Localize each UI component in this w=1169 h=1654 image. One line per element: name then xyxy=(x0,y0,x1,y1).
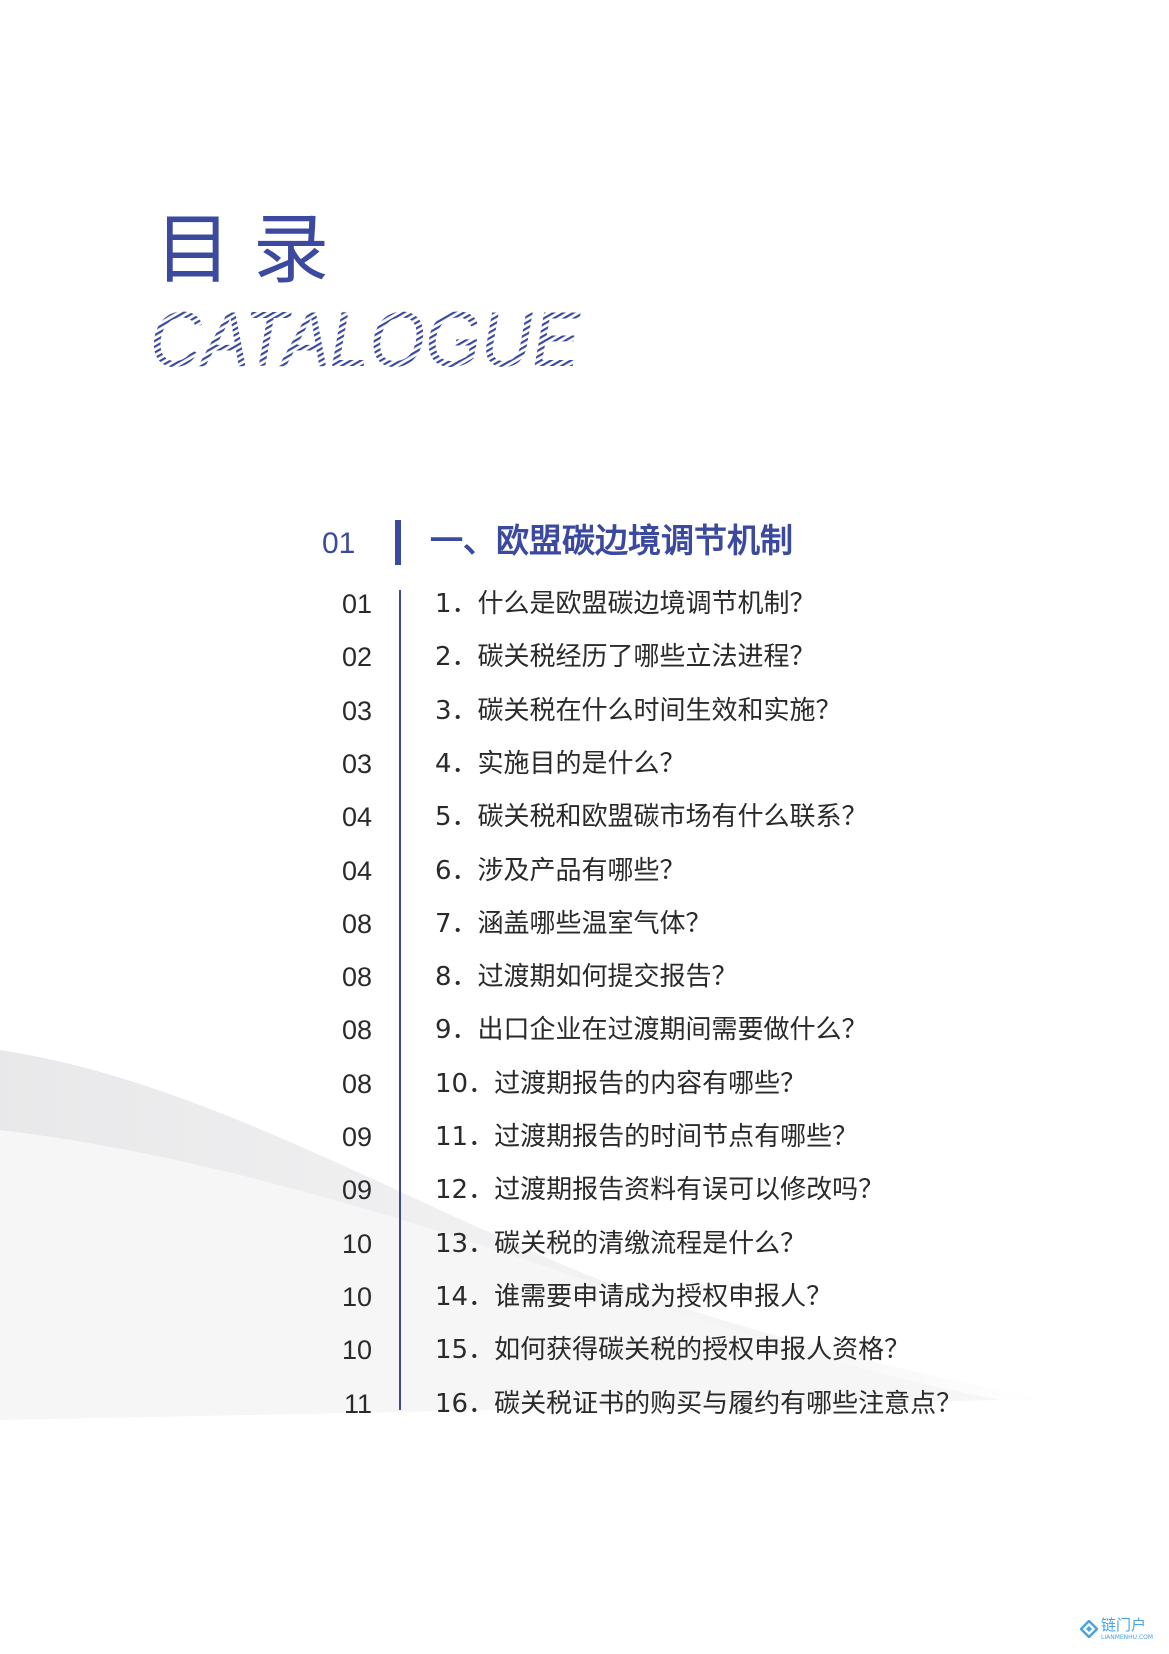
toc-item[interactable]: 08 9．出口企业在过渡期间需要做什么？ xyxy=(0,1012,1169,1052)
toc-item[interactable]: 09 12．过渡期报告资料有误可以修改吗？ xyxy=(0,1172,1169,1212)
toc-item-label: 11．过渡期报告的时间节点有哪些？ xyxy=(435,1122,859,1152)
toc-page-number: 04 xyxy=(341,802,372,833)
toc-item-label: 6．涉及产品有哪些？ xyxy=(435,855,686,886)
toc-page-number: 10 xyxy=(341,1281,372,1312)
toc-item[interactable]: 08 7．涵盖哪些温室气体？ xyxy=(0,906,1169,946)
toc-item-label: 16．碳关税证书的购买与履约有哪些注意点？ xyxy=(435,1388,963,1419)
toc-page-number: 08 xyxy=(341,962,372,993)
toc-item[interactable]: 08 8．过渡期如何提交报告？ xyxy=(0,959,1169,999)
toc-page-number: 08 xyxy=(341,1068,372,1099)
toc-item-label: 9．出口企业在过渡期间需要做什么？ xyxy=(435,1015,868,1046)
toc-item[interactable]: 11 16．碳关税证书的购买与履约有哪些注意点？ xyxy=(0,1386,1169,1426)
toc-item[interactable]: 10 13．碳关税的清缴流程是什么？ xyxy=(0,1226,1169,1266)
toc-page-number: 03 xyxy=(341,695,372,726)
section-divider xyxy=(395,520,401,565)
toc-page-number: 08 xyxy=(341,908,372,939)
toc-item[interactable]: 03 3．碳关税在什么时间生效和实施？ xyxy=(0,693,1169,733)
toc-page-number: 04 xyxy=(341,855,372,886)
toc-item-label: 4．实施目的是什么？ xyxy=(435,748,686,779)
toc-item[interactable]: 02 2．碳关税经历了哪些立法进程？ xyxy=(0,639,1169,679)
toc-item-label: 3．碳关税在什么时间生效和实施？ xyxy=(435,695,842,726)
toc-page-number: 10 xyxy=(341,1228,372,1259)
toc-item-label: 7．涵盖哪些温室气体？ xyxy=(435,908,712,939)
section-title: 一、欧盟碳边境调节机制 xyxy=(430,521,793,560)
toc-page-number: 08 xyxy=(341,1015,372,1046)
toc-item[interactable]: 01 1．什么是欧盟碳边境调节机制？ xyxy=(0,586,1169,626)
toc-item-label: 2．碳关税经历了哪些立法进程？ xyxy=(435,642,816,673)
toc-item-label: 10．过渡期报告的内容有哪些？ xyxy=(435,1068,807,1099)
watermark-name: 链门户 xyxy=(1101,1616,1147,1634)
catalogue-heading: CATALOGUE xyxy=(150,302,581,382)
toc-item-label: 1．什么是欧盟碳边境调节机制？ xyxy=(435,589,816,619)
toc-item-label: 12．过渡期报告资料有误可以修改吗？ xyxy=(435,1175,885,1206)
toc-page-number: 01 xyxy=(341,589,372,619)
toc-item-label: 14．谁需要申请成为授权申报人？ xyxy=(435,1281,833,1312)
section-number: 01 xyxy=(322,527,356,560)
page-title: 目录 xyxy=(155,205,351,294)
toc-item[interactable]: 03 4．实施目的是什么？ xyxy=(0,746,1169,786)
section-header[interactable]: 01 一、欧盟碳边境调节机制 xyxy=(0,518,1169,568)
toc-page-number: 02 xyxy=(341,642,372,673)
toc-page-number: 10 xyxy=(341,1335,372,1366)
toc-item[interactable]: 04 5．碳关税和欧盟碳市场有什么联系？ xyxy=(0,799,1169,839)
toc-page-number: 11 xyxy=(343,1388,372,1419)
toc-item[interactable]: 08 10．过渡期报告的内容有哪些？ xyxy=(0,1066,1169,1106)
watermark-logo: 链门户 LIANMENHU.COM xyxy=(1080,1616,1153,1642)
watermark-domain: LIANMENHU.COM xyxy=(1101,1634,1154,1641)
diamond-logo-icon xyxy=(1080,1620,1098,1638)
toc-item-label: 5．碳关税和欧盟碳市场有什么联系？ xyxy=(435,802,868,833)
toc-item[interactable]: 10 14．谁需要申请成为授权申报人？ xyxy=(0,1279,1169,1319)
toc-item-label: 13．碳关税的清缴流程是什么？ xyxy=(435,1228,807,1259)
toc-item[interactable]: 10 15．如何获得碳关税的授权申报人资格？ xyxy=(0,1332,1169,1372)
catalogue-text: CATALOGUE xyxy=(150,302,581,382)
watermark-text: 链门户 LIANMENHU.COM xyxy=(1101,1616,1153,1642)
toc-vertical-line xyxy=(399,590,401,1410)
toc-item-label: 15．如何获得碳关税的授权申报人资格？ xyxy=(435,1335,911,1366)
toc-item[interactable]: 09 11．过渡期报告的时间节点有哪些？ xyxy=(0,1119,1169,1159)
toc-page-number: 09 xyxy=(341,1122,372,1152)
toc-item-label: 8．过渡期如何提交报告？ xyxy=(435,962,738,993)
toc-page-number: 03 xyxy=(341,748,372,779)
toc-item[interactable]: 04 6．涉及产品有哪些？ xyxy=(0,853,1169,893)
toc-page-number: 09 xyxy=(341,1175,372,1206)
